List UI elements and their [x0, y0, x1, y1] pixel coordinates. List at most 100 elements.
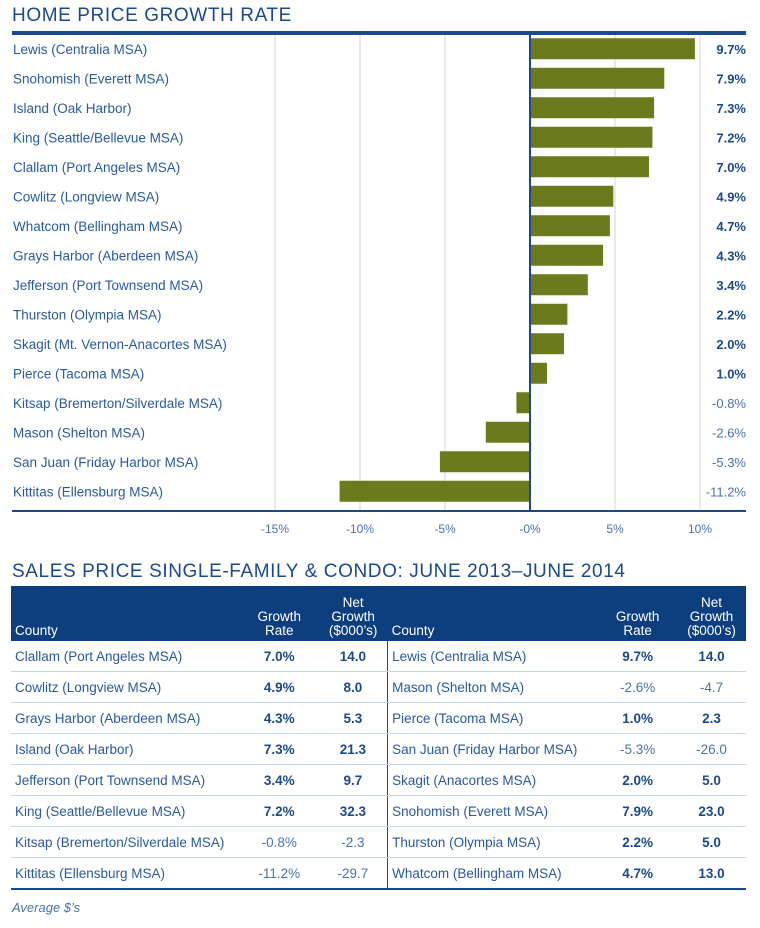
bar	[439, 451, 530, 473]
tick-label: -5%	[434, 522, 456, 536]
data-label: 4.9%	[716, 189, 746, 204]
category-label: Whatcom (Bellingham MSA)	[13, 219, 183, 234]
data-label: 7.9%	[716, 71, 746, 86]
data-label: -5.3%	[712, 455, 746, 470]
category-label: Grays Harbor (Aberdeen MSA)	[13, 248, 198, 263]
data-label: 1.0%	[716, 366, 746, 381]
cell-growth-rate: -2.6%	[598, 671, 678, 703]
category-label: Jefferson (Port Townsend MSA)	[13, 278, 203, 293]
sales-price-table: County Growth Rate Net Growth ($000’s) Coun…	[11, 586, 746, 890]
cell-growth-rate: 7.9%	[598, 795, 678, 827]
cell-net-growth: 2.3	[677, 702, 746, 734]
cell-net-growth: 23.0	[677, 795, 746, 827]
cell-growth-rate: -11.2%	[239, 857, 319, 890]
data-label: -11.2%	[706, 484, 747, 499]
data-label: -2.6%	[712, 425, 746, 440]
tick-label: 5%	[606, 522, 624, 536]
axes	[12, 31, 746, 512]
bar	[339, 480, 530, 502]
tick-labels: -15% -10% -5% -0% 5% 10%	[261, 522, 712, 536]
table-row: Grays Harbor (Aberdeen MSA) 4.3% 5.3 Pierce…	[11, 702, 746, 734]
bar	[530, 244, 604, 266]
cell-county: Cowlitz (Longview MSA)	[11, 671, 240, 703]
cell-net-growth: -2.3	[318, 826, 388, 858]
table-row: Jefferson (Port Townsend MSA) 3.4% 9.7 Skag…	[11, 764, 746, 796]
cell-county: Snohomish (Everett MSA)	[387, 795, 599, 827]
header-net-growth-left: Net Growth ($000’s)	[318, 586, 388, 641]
category-label: San Juan (Friday Harbor MSA)	[13, 455, 198, 470]
category-label: Kitsap (Bremerton/Silverdale MSA)	[13, 396, 222, 411]
header-county-right: County	[387, 586, 599, 641]
value-labels: 9.7% 7.9% 7.3% 7.2% 7.0% 4.9% 4.7% 4.3% 3.4% 2.2%…	[706, 42, 747, 500]
data-label: 3.4%	[716, 278, 746, 293]
table-row: Kitsap (Bremerton/Silverdale MSA) -0.8% -2…	[11, 826, 746, 858]
table-row: Cowlitz (Longview MSA) 4.9% 8.0 Mason (Shel…	[11, 671, 746, 703]
category-label: Mason (Shelton MSA)	[13, 425, 145, 440]
tick-label: 10%	[688, 522, 712, 536]
cell-growth-rate: -5.3%	[598, 733, 678, 765]
chart-title: HOME PRICE GROWTH RATE	[12, 5, 292, 26]
cell-net-growth: -29.7	[318, 857, 388, 890]
table-header-row: County Growth Rate Net Growth ($000’s) Coun…	[11, 586, 746, 641]
cell-growth-rate: 4.3%	[239, 702, 319, 734]
cell-county: Clallam (Port Angeles MSA)	[11, 641, 240, 672]
category-label: Snohomish (Everett MSA)	[13, 71, 169, 86]
cell-county: Grays Harbor (Aberdeen MSA)	[11, 702, 240, 734]
bar	[530, 185, 614, 207]
category-label: Pierce (Tacoma MSA)	[13, 366, 144, 381]
category-label: Clallam (Port Angeles MSA)	[13, 160, 180, 175]
cell-growth-rate: 9.7%	[598, 641, 678, 672]
cell-county: Skagit (Anacortes MSA)	[387, 764, 599, 796]
header-county-left: County	[11, 586, 240, 641]
cell-growth-rate: 7.0%	[239, 641, 319, 672]
footnote: Average $’s	[12, 900, 81, 915]
category-label: Skagit (Mt. Vernon-Anacortes MSA)	[13, 337, 227, 352]
data-label: 7.2%	[716, 130, 746, 145]
cell-net-growth: 32.3	[318, 795, 388, 827]
tick-label: -10%	[346, 522, 374, 536]
category-label: Kittitas (Ellensburg MSA)	[13, 484, 163, 499]
cell-growth-rate: 4.9%	[239, 671, 319, 703]
category-label: King (Seattle/Bellevue MSA)	[13, 130, 183, 145]
cell-net-growth: -4.7	[677, 671, 746, 703]
cell-net-growth: 5.3	[318, 702, 388, 734]
bar	[530, 67, 665, 89]
cell-growth-rate: 7.3%	[239, 733, 319, 765]
cell-county: Thurston (Olympia MSA)	[387, 826, 599, 858]
cell-county: Jefferson (Port Townsend MSA)	[11, 764, 240, 796]
category-label: Cowlitz (Longview MSA)	[13, 189, 159, 204]
cell-net-growth: 14.0	[318, 641, 388, 672]
bar	[530, 38, 695, 60]
cell-growth-rate: 2.2%	[598, 826, 678, 858]
cell-growth-rate: 7.2%	[239, 795, 319, 827]
cell-growth-rate: 1.0%	[598, 702, 678, 734]
data-label: -0.8%	[712, 396, 746, 411]
bar	[530, 274, 588, 296]
bar	[530, 333, 564, 355]
gridlines	[274, 33, 701, 511]
cell-county: San Juan (Friday Harbor MSA)	[387, 733, 599, 765]
bar	[530, 126, 653, 148]
table-row: Kittitas (Ellensburg MSA) -11.2% -29.7 What…	[11, 857, 746, 890]
data-label: 7.3%	[716, 101, 746, 116]
cell-net-growth: 5.0	[677, 764, 746, 796]
category-label: Lewis (Centralia MSA)	[13, 42, 147, 57]
data-label: 2.0%	[716, 337, 746, 352]
cell-county: Kitsap (Bremerton/Silverdale MSA)	[11, 826, 240, 858]
data-label: 2.2%	[716, 307, 746, 322]
bar	[530, 215, 610, 237]
category-labels: Lewis (Centralia MSA) Snohomish (Everett …	[13, 42, 227, 500]
table-row: Island (Oak Harbor) 7.3% 21.3 San Juan (Fri…	[11, 733, 746, 765]
data-label: 7.0%	[716, 160, 746, 175]
cell-net-growth: -26.0	[677, 733, 746, 765]
cell-county: Mason (Shelton MSA)	[387, 671, 599, 703]
cell-county: Pierce (Tacoma MSA)	[387, 702, 599, 734]
tick-label: -0%	[519, 522, 541, 536]
cell-county: Lewis (Centralia MSA)	[387, 641, 599, 672]
tick-label: -15%	[261, 522, 289, 536]
cell-county: Island (Oak Harbor)	[11, 733, 240, 765]
bar	[530, 303, 568, 325]
category-label: Thurston (Olympia MSA)	[13, 307, 162, 322]
bar	[530, 156, 649, 178]
cell-county: King (Seattle/Bellevue MSA)	[11, 795, 240, 827]
